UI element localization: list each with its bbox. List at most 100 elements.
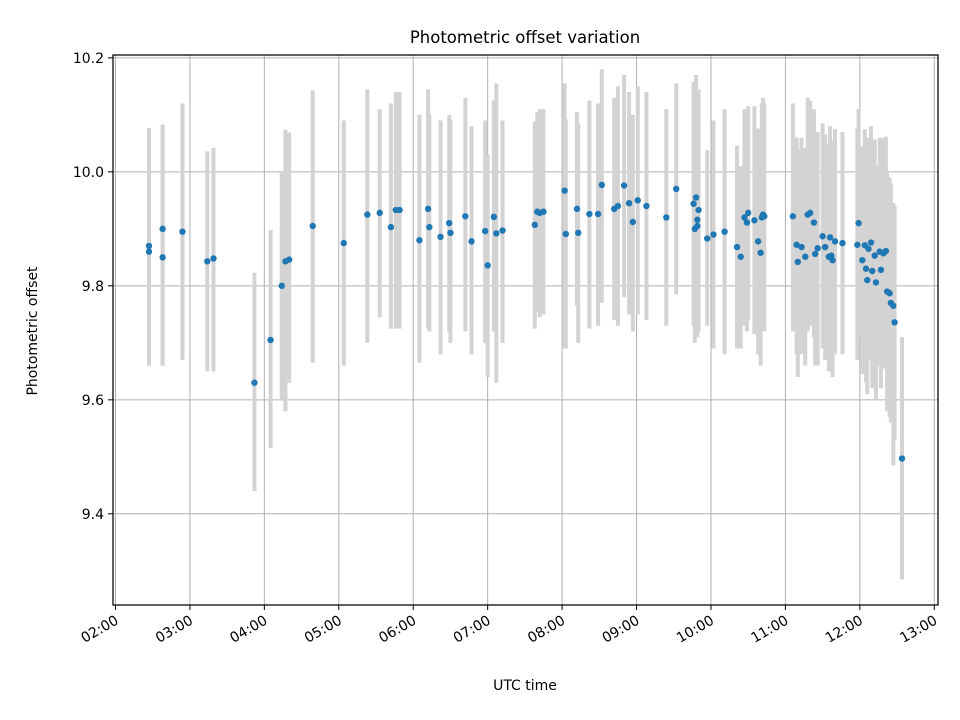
data-point <box>663 214 670 221</box>
data-points <box>145 181 906 462</box>
data-point <box>794 258 802 266</box>
data-point <box>810 219 818 226</box>
data-point <box>598 181 605 189</box>
data-point <box>396 206 403 214</box>
data-point <box>159 254 166 261</box>
data-point <box>673 185 680 193</box>
data-point <box>437 233 444 241</box>
data-point <box>864 276 871 284</box>
data-point <box>789 213 797 220</box>
data-point <box>493 230 500 237</box>
data-point <box>877 266 885 274</box>
data-point <box>807 209 814 217</box>
plot-area-frame <box>112 54 939 606</box>
data-point <box>204 258 211 265</box>
data-point <box>737 253 744 260</box>
data-point <box>886 290 893 297</box>
data-point <box>446 219 453 227</box>
data-point <box>634 197 641 204</box>
data-point <box>416 237 423 244</box>
data-point <box>210 255 217 262</box>
data-point <box>594 210 602 218</box>
data-point <box>426 223 433 231</box>
y-axis-ticks: 9.4 9.6 9.8 10.0 10.2 <box>73 51 113 523</box>
data-point <box>811 250 819 258</box>
data-point <box>743 219 751 226</box>
data-point <box>793 241 800 248</box>
y-axis-label: Photometric offset <box>25 266 41 396</box>
data-point <box>575 229 582 237</box>
data-point <box>424 205 432 213</box>
data-point <box>814 245 821 252</box>
data-point <box>145 242 153 250</box>
data-point <box>704 235 711 242</box>
data-point <box>865 245 872 252</box>
data-point <box>872 279 880 286</box>
data-point <box>481 227 489 235</box>
data-point <box>573 205 581 213</box>
y-tick-label: 9.8 <box>82 279 104 295</box>
data-point <box>733 243 741 251</box>
data-point <box>694 222 701 230</box>
data-point <box>890 302 897 309</box>
data-point <box>387 223 395 231</box>
data-point <box>251 379 258 386</box>
data-point <box>695 206 702 214</box>
data-point <box>468 238 475 245</box>
data-point <box>855 219 862 227</box>
data-point <box>757 249 764 256</box>
data-point <box>614 202 622 210</box>
data-point <box>871 252 878 259</box>
data-point <box>159 225 166 233</box>
data-point <box>867 239 875 246</box>
data-point <box>869 267 876 275</box>
data-point <box>829 256 836 264</box>
data-point <box>484 262 491 269</box>
data-point <box>586 210 593 218</box>
data-point <box>862 265 870 272</box>
data-point <box>754 238 762 245</box>
data-point <box>751 217 758 224</box>
data-point <box>561 187 568 194</box>
data-point <box>821 243 829 251</box>
data-point <box>267 336 274 344</box>
data-point <box>710 231 717 238</box>
data-point <box>376 209 383 217</box>
data-point <box>540 208 547 215</box>
data-point <box>798 243 805 251</box>
data-point <box>278 282 285 290</box>
data-point <box>744 209 752 217</box>
y-tick-label: 10.2 <box>73 51 104 67</box>
data-point <box>694 216 701 223</box>
y-tick-label: 10.0 <box>73 165 104 181</box>
data-point <box>531 221 539 229</box>
chart-title: Photometric offset variation <box>410 28 640 47</box>
data-point <box>625 199 633 207</box>
x-axis-label: UTC time <box>493 678 557 694</box>
data-point <box>447 229 454 237</box>
data-point <box>285 256 293 263</box>
y-tick-label: 9.4 <box>82 507 104 523</box>
data-point <box>364 211 371 218</box>
data-point <box>309 222 316 230</box>
data-point <box>882 247 890 255</box>
data-point <box>690 200 697 207</box>
data-point <box>802 253 809 260</box>
data-point <box>859 256 866 264</box>
data-point <box>562 230 570 238</box>
data-point <box>462 213 469 220</box>
data-point <box>620 182 628 189</box>
data-point <box>831 238 839 245</box>
data-point <box>145 248 153 255</box>
data-point <box>643 202 650 210</box>
data-point <box>761 213 768 220</box>
data-point <box>854 241 861 248</box>
data-point <box>741 214 748 221</box>
data-point <box>898 455 906 462</box>
data-point <box>819 233 826 240</box>
data-point <box>629 218 637 226</box>
data-point <box>499 227 506 234</box>
data-point <box>721 228 728 235</box>
